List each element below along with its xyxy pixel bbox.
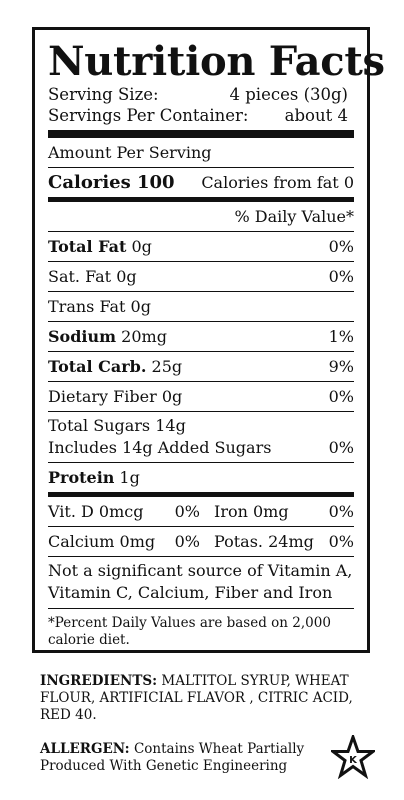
divider — [48, 556, 354, 557]
nutrient-label: Sodium 20mg — [48, 322, 167, 351]
nutrient-amount: 0g — [130, 297, 151, 316]
nutrient-amount: 0g — [116, 267, 137, 286]
nutrient-name: Total Carb. — [48, 357, 147, 376]
vitamin-dv: 0% — [174, 532, 200, 551]
ingredients-statement: INGREDIENTS: MALTITOL SYRUP, WHEAT FLOUR… — [40, 673, 370, 724]
vitamin-name: Calcium 0mg — [48, 532, 156, 551]
servings-per-container-row: Servings Per Container: about 4 — [48, 105, 354, 126]
vitamin-cell: Iron 0mg 0% — [214, 497, 354, 526]
added-sugars: Includes 14g Added Sugars — [48, 438, 272, 457]
calories-from-fat: Calories from fat 0 — [201, 173, 354, 192]
ingredients-text: MALTITOL SYRUP, WHEAT FLOUR, ARTIFICIAL … — [40, 673, 353, 723]
nutrient-label: Dietary Fiber 0g — [48, 382, 182, 411]
nutrient-row: Total Fat 0g 0% — [48, 232, 354, 261]
medium-divider — [48, 492, 354, 497]
nutrient-row: Trans Fat 0g — [48, 292, 354, 321]
kosher-letter: K — [349, 755, 358, 766]
allergen-label: ALLERGEN: — [40, 741, 130, 757]
vitamin-name: Iron 0mg — [214, 502, 289, 521]
medium-divider — [48, 197, 354, 202]
vitamin-cell: Potas. 24mg 0% — [214, 527, 354, 556]
serving-size-value: 4 pieces (30g) — [229, 85, 349, 104]
nutrient-label: Trans Fat 0g — [48, 292, 151, 321]
label-title: Nutrition Facts — [48, 38, 385, 85]
nutrient-dv: 0% — [328, 267, 354, 286]
nutrient-list: Total Fat 0g 0% Sat. Fat 0g 0% Trans Fat 0g S… — [48, 232, 354, 412]
not-significant-note: Not a significant source of Vitamin A, V… — [48, 561, 353, 602]
nutrient-row: Dietary Fiber 0g 0% — [48, 382, 354, 411]
divider — [48, 167, 354, 168]
divider — [48, 526, 354, 527]
nutrient-name: Dietary Fiber — [48, 387, 157, 406]
amount-per-serving-row: Amount Per Serving — [48, 138, 354, 167]
vitamin-dv: 0% — [174, 502, 200, 521]
calories-row: Calories 100 Calories from fat 0 — [48, 168, 354, 197]
vitamin-name: Potas. 24mg — [214, 532, 314, 551]
divider — [48, 321, 354, 322]
nutrient-dv: 1% — [328, 327, 354, 346]
servings-per-container-value: about 4 — [284, 106, 348, 125]
allergen-text: Contains Wheat Partially Produced With G… — [40, 741, 305, 774]
vitamin-name: Vit. D 0mcg — [48, 502, 144, 521]
total-sugars: Total Sugars 14g — [48, 416, 186, 435]
nutrient-amount: 0g — [131, 237, 152, 256]
nutrient-row: Sodium 20mg 1% — [48, 322, 354, 351]
nutrient-amount: 20mg — [121, 327, 167, 346]
daily-value-header: % Daily Value* — [234, 207, 354, 226]
vitamin-dv: 0% — [328, 502, 354, 521]
nutrient-dv: 9% — [328, 357, 354, 376]
protein-amount: 1g — [119, 468, 140, 487]
vitamin-row-2: Calcium 0mg 0% Potas. 24mg 0% — [48, 527, 354, 556]
divider — [48, 608, 354, 609]
nutrient-label: Total Fat 0g — [48, 232, 152, 261]
divider — [48, 291, 354, 292]
nutrient-name: Total Fat — [48, 237, 127, 256]
amount-per-serving: Amount Per Serving — [48, 143, 212, 162]
divider — [48, 462, 354, 463]
servings-per-container-label: Servings Per Container: — [48, 106, 249, 125]
calories-label: Calories 100 — [48, 172, 175, 193]
divider — [48, 231, 354, 232]
divider — [48, 411, 354, 412]
divider — [48, 261, 354, 262]
nutrient-row: Sat. Fat 0g 0% — [48, 262, 354, 291]
ingredients-label: INGREDIENTS: — [40, 673, 158, 689]
serving-size-row: Serving Size: 4 pieces (30g) — [48, 84, 354, 105]
divider — [48, 381, 354, 382]
protein-row: Protein 1g — [48, 463, 354, 492]
added-sugars-dv: 0% — [328, 438, 354, 457]
divider — [48, 351, 354, 352]
nutrient-row: Total Carb. 25g 9% — [48, 352, 354, 381]
nutrient-dv: 0% — [328, 387, 354, 406]
nutrient-name: Sat. Fat — [48, 267, 112, 286]
kosher-star-icon: K — [331, 735, 375, 779]
thick-divider — [48, 130, 354, 138]
vitamin-cell: Calcium 0mg 0% — [48, 527, 200, 556]
nutrient-dv: 0% — [328, 237, 354, 256]
nutrient-amount: 25g — [151, 357, 183, 376]
daily-value-footnote: *Percent Daily Values are based on 2,000… — [48, 615, 331, 648]
nutrient-label: Sat. Fat 0g — [48, 262, 137, 291]
nutrition-facts-panel: Nutrition Facts Serving Size: 4 pieces (… — [32, 27, 385, 653]
allergen-statement: ALLERGEN: Contains Wheat Partially Produ… — [40, 741, 330, 775]
nutrient-name: Trans Fat — [48, 297, 126, 316]
nutrient-label: Total Carb. 25g — [48, 352, 182, 381]
protein-label: Protein — [48, 468, 115, 487]
vitamin-row-1: Vit. D 0mcg 0% Iron 0mg 0% — [48, 497, 354, 526]
nutrient-name: Sodium — [48, 327, 117, 346]
sugars-row: Total Sugars 14g Includes 14g Added Suga… — [48, 412, 354, 462]
serving-size-label: Serving Size: — [48, 85, 159, 104]
vitamin-dv: 0% — [328, 532, 354, 551]
nutrient-amount: 0g — [161, 387, 183, 406]
vitamin-cell: Vit. D 0mcg 0% — [48, 497, 200, 526]
